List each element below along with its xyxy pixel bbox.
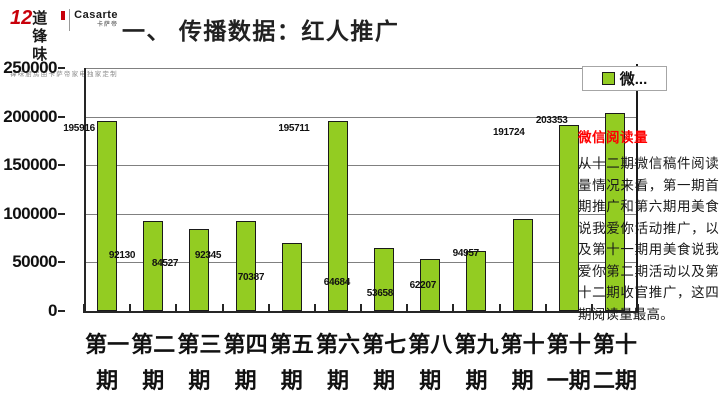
y-axis-line (84, 68, 86, 313)
plot-right-border (636, 64, 638, 313)
bar (281, 242, 302, 311)
bar-value-label: 62207 (409, 279, 437, 291)
x-axis-label: 第七期 (362, 332, 407, 393)
logo-partner-cn: 卡萨帝 (96, 22, 118, 28)
bar-value-label: 64684 (323, 277, 351, 289)
x-axis-labels: 第一期第二期第三期第四期第五期第六期第七期第八期第九期第十期第十 一期 第十 二期 (84, 327, 638, 399)
gridline (84, 165, 638, 167)
bar (558, 124, 579, 311)
x-axis-tick (406, 304, 409, 313)
annotation-title: 微信阅读量 (578, 130, 648, 145)
bar (189, 228, 210, 311)
x-axis-label: 第十 一期 (546, 332, 591, 393)
x-axis-tick (360, 304, 362, 313)
y-axis-tick (58, 164, 65, 167)
logo-show-name: 道锋味 (32, 10, 47, 63)
x-axis-label: 第二期 (131, 332, 176, 393)
x-axis-label: 第一期 (85, 332, 130, 393)
logo-partner-name: Casarte (74, 9, 118, 21)
bar (512, 218, 533, 311)
y-axis-tick-label: 0 (48, 301, 57, 320)
y-axis-tick-label: 150000 (3, 155, 57, 175)
bar (374, 248, 395, 311)
show-logo: 12 道锋味 Casarte 卡萨帝 锋味厨房由卡萨帝家电独家定制 (10, 7, 118, 78)
x-axis-tick (221, 304, 224, 313)
bar-value-label: 94957 (452, 247, 480, 259)
bar-value-label: 203353 (535, 115, 568, 127)
y-axis-tick (58, 212, 65, 215)
legend-label: 微... (619, 71, 648, 88)
page-title: 一、 传播数据：红人推广 (122, 18, 400, 44)
x-axis-tick (544, 304, 547, 313)
bar-value-label: 70387 (237, 271, 265, 283)
bar (420, 258, 441, 311)
bar-value-label: 92130 (108, 250, 136, 262)
annotation-box: 微信阅读量 从十二期微信稿件阅读量情况来看，第一期首期推广和第六期用美食说我爱你… (578, 126, 719, 325)
gridline (84, 116, 638, 118)
logo-divider (69, 9, 71, 31)
bar-value-label: 195916 (63, 122, 95, 134)
y-axis-tick (58, 261, 65, 264)
x-axis-tick (498, 304, 501, 313)
x-axis-tick (452, 304, 455, 313)
y-axis-tick (58, 310, 65, 312)
x-axis-tick (129, 304, 132, 313)
gridline (84, 262, 638, 264)
x-axis-tick (83, 304, 85, 313)
bar (97, 120, 118, 311)
x-axis-label: 第三期 (177, 332, 222, 393)
x-axis-label: 第十期 (500, 332, 545, 393)
bar (327, 120, 348, 311)
x-axis-tick (313, 304, 316, 313)
chart-legend: 微... (582, 66, 667, 91)
bar-value-label: 92345 (194, 250, 222, 262)
bar-value-label: 195711 (278, 122, 310, 134)
y-axis-tick-label: 200000 (3, 106, 57, 126)
x-axis-tick (590, 304, 593, 313)
y-axis-tick-label: 50000 (12, 252, 57, 272)
x-axis-label: 第十 二期 (592, 332, 637, 393)
annotation-body: 从十二期微信稿件阅读量情况来看，第一期首期推广和第六期用美食说我爱你活动推广，以… (578, 156, 719, 322)
bar-value-label: 84527 (151, 257, 179, 269)
x-axis-label: 第八期 (408, 332, 453, 393)
x-axis-label: 第五期 (269, 332, 314, 393)
y-axis-tick (58, 115, 65, 118)
y-axis-tick-label: 250000 (3, 58, 57, 77)
x-axis-tick (175, 304, 178, 313)
logo-seal-icon (60, 11, 66, 20)
x-axis-tick (267, 304, 270, 313)
bar-value-label: 53658 (366, 287, 394, 299)
x-axis-label: 第四期 (223, 332, 268, 393)
bar (143, 221, 164, 311)
logo-number: 12 (10, 7, 33, 29)
bar (235, 221, 256, 311)
y-axis-tick-label: 100000 (3, 203, 57, 223)
x-axis-label: 第九期 (454, 332, 499, 393)
x-axis-tick (637, 304, 639, 313)
gridline (84, 68, 638, 69)
bar (604, 113, 625, 311)
gridline (84, 213, 638, 215)
bar-value-label: 191724 (492, 126, 525, 138)
y-axis-tick (58, 67, 65, 69)
legend-color-swatch (601, 72, 615, 85)
x-axis-label: 第六期 (315, 332, 360, 393)
logo-tagline: 锋味厨房由卡萨帝家电独家定制 (10, 71, 118, 78)
bar (466, 250, 487, 311)
